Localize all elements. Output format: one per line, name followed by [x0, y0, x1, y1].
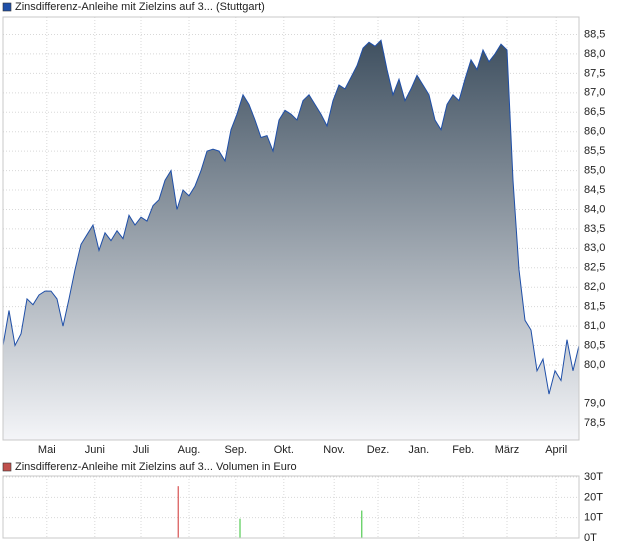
- area: [3, 40, 579, 441]
- y-tick-label: 88,5: [584, 28, 605, 40]
- y-tick-label: 80,0: [584, 359, 605, 371]
- y-tick-label: 86,5: [584, 106, 605, 118]
- line: [2, 39, 580, 395]
- legend-label: Zinsdifferenz-Anleihe mit Zielzins auf 3…: [15, 461, 297, 473]
- y-tick-label: 10T: [584, 512, 603, 524]
- y-tick-label: 85,0: [584, 164, 605, 176]
- legend-swatch: [2, 462, 12, 472]
- bar: [177, 486, 179, 538]
- y-tick-label: 88,0: [584, 48, 605, 60]
- x-tick-label: März: [495, 444, 519, 456]
- x-tick-label: Dez.: [367, 444, 390, 456]
- y-tick-label: 78,5: [584, 417, 605, 429]
- y-tick-label: 0T: [584, 532, 597, 544]
- bar: [361, 510, 363, 538]
- y-tick-label: 83,0: [584, 242, 605, 254]
- y-tick-label: 84,5: [584, 184, 605, 196]
- x-tick-label: Nov.: [323, 444, 345, 456]
- x-tick-label: Sep.: [224, 444, 247, 456]
- legend-swatch: [2, 2, 12, 12]
- y-tick-label: 30T: [584, 471, 603, 483]
- x-tick-label: Aug.: [178, 444, 201, 456]
- x-tick-label: Okt.: [274, 444, 294, 456]
- y-tick-label: 81,5: [584, 301, 605, 313]
- x-tick-label: April: [545, 444, 567, 456]
- y-tick-label: 84,0: [584, 203, 605, 215]
- y-tick-label: 87,0: [584, 87, 605, 99]
- y-tick-label: 82,5: [584, 262, 605, 274]
- y-tick-label: 83,5: [584, 223, 605, 235]
- legend-label: Zinsdifferenz-Anleihe mit Zielzins auf 3…: [15, 1, 265, 13]
- y-tick-label: 20T: [584, 491, 603, 503]
- x-tick-label: Jan.: [408, 444, 429, 456]
- y-tick-label: 82,0: [584, 281, 605, 293]
- bar: [239, 518, 241, 538]
- y-tick-label: 80,5: [584, 339, 605, 351]
- x-tick-label: Mai: [38, 444, 56, 456]
- x-tick-label: Juni: [85, 444, 105, 456]
- plot-frame: [2, 475, 580, 539]
- y-tick-label: 79,0: [584, 398, 605, 410]
- plot-frame: [2, 16, 580, 441]
- y-tick-label: 86,0: [584, 126, 605, 138]
- y-tick-label: 85,5: [584, 145, 605, 157]
- y-tick-label: 81,0: [584, 320, 605, 332]
- y-tick-label: 87,5: [584, 67, 605, 79]
- x-tick-label: Feb.: [452, 444, 474, 456]
- x-tick-label: Juli: [133, 444, 150, 456]
